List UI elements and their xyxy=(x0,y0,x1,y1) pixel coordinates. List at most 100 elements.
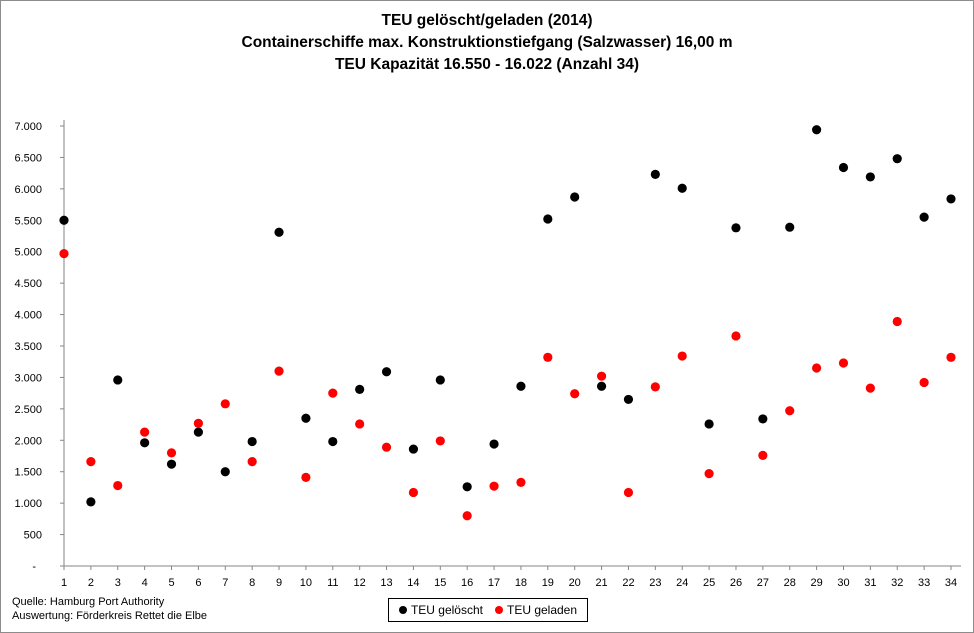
point-teu-geloescht xyxy=(919,212,929,222)
point-teu-geladen xyxy=(435,436,445,446)
point-teu-geloescht xyxy=(838,162,849,173)
point-teu-geladen xyxy=(140,427,150,437)
point-teu-geladen xyxy=(731,331,741,341)
legend-item-geloescht: TEU gelöscht xyxy=(398,603,483,617)
point-teu-geloescht xyxy=(408,444,419,454)
point-teu-geloescht xyxy=(86,497,96,507)
x-tick-label: 7 xyxy=(222,577,228,589)
point-teu-geladen xyxy=(113,480,123,491)
point-teu-geladen xyxy=(812,363,822,373)
point-teu-geladen xyxy=(166,448,177,458)
point-teu-geladen xyxy=(462,511,472,521)
point-teu-geladen xyxy=(301,472,311,482)
point-teu-geloescht xyxy=(758,414,768,424)
axes xyxy=(63,120,961,567)
point-teu-geladen xyxy=(677,351,687,361)
point-teu-geladen xyxy=(785,406,795,416)
x-tick-label: 15 xyxy=(434,577,446,589)
y-tick-label: - xyxy=(32,561,36,573)
x-tick-label: 13 xyxy=(380,577,392,589)
x-tick-label: 26 xyxy=(730,577,742,589)
y-tick-label: 6.500 xyxy=(14,152,42,164)
x-tick-label: 30 xyxy=(837,577,849,589)
y-tick-label: 5.500 xyxy=(14,215,42,227)
x-tick-label: 8 xyxy=(249,577,255,589)
chart-title-line-2: Containerschiffe max. Konstruktionstiefg… xyxy=(241,34,733,51)
point-teu-geladen xyxy=(247,457,257,467)
y-tick-label: 4.000 xyxy=(14,310,42,322)
point-teu-geladen xyxy=(704,469,714,479)
x-tick-label: 9 xyxy=(276,577,282,589)
legend: TEU gelöscht TEU geladen xyxy=(388,598,588,622)
x-tick-label: 6 xyxy=(195,577,201,589)
x-tick-label: 25 xyxy=(703,577,715,589)
source-line-1: Quelle: Hamburg Port Authority xyxy=(12,596,165,608)
point-teu-geladen xyxy=(838,358,849,368)
point-teu-geloescht xyxy=(892,154,902,164)
point-teu-geladen xyxy=(623,487,634,498)
point-teu-geladen xyxy=(570,389,580,399)
point-teu-geloescht xyxy=(355,384,365,394)
point-teu-geloescht xyxy=(274,227,284,237)
point-teu-geloescht xyxy=(462,482,472,492)
point-teu-geladen xyxy=(193,418,203,428)
point-teu-geloescht xyxy=(946,194,956,204)
legend-dot-red-icon xyxy=(494,606,503,614)
point-teu-geladen xyxy=(596,371,607,381)
x-tick-label: 3 xyxy=(115,577,121,589)
x-tick-label: 27 xyxy=(757,577,769,589)
point-teu-geladen xyxy=(328,388,338,398)
point-teu-geladen xyxy=(59,249,69,259)
x-tick-label: 5 xyxy=(168,577,174,589)
x-tick-label: 22 xyxy=(622,577,634,589)
point-teu-geloescht xyxy=(220,467,230,477)
y-axis-ticks: - 500 1.000 1.500 2.000 2.500 3.000 3.500 4.000 4… xyxy=(14,121,64,573)
x-tick-label: 4 xyxy=(142,577,148,589)
y-tick-label: 4.500 xyxy=(14,278,42,290)
chart-title-line-1: TEU gelöscht/geladen (2014) xyxy=(381,12,593,29)
point-teu-geloescht xyxy=(812,125,822,135)
x-tick-label: 24 xyxy=(676,577,688,589)
point-teu-geloescht xyxy=(489,439,499,449)
point-teu-geloescht xyxy=(677,183,687,193)
x-axis-ticks: 1 2 3 4 5 6 7 8 9 10 11 12 13 14 15 16 17 18 19 20 21 22 23 24 2… xyxy=(61,566,957,589)
x-tick-label: 16 xyxy=(461,577,473,589)
x-tick-label: 23 xyxy=(649,577,661,589)
x-tick-label: 1 xyxy=(61,577,67,589)
point-teu-geladen xyxy=(865,383,875,393)
point-teu-geladen xyxy=(489,481,499,491)
point-teu-geloescht xyxy=(113,375,123,385)
y-tick-label: 3.500 xyxy=(14,341,42,353)
point-teu-geloescht xyxy=(731,223,741,233)
point-teu-geloescht xyxy=(140,438,150,448)
x-tick-label: 17 xyxy=(488,577,500,589)
y-tick-label: 1.000 xyxy=(14,498,42,510)
point-teu-geloescht xyxy=(516,381,526,391)
x-tick-label: 2 xyxy=(88,577,94,589)
point-teu-geloescht xyxy=(59,215,69,225)
y-tick-label: 500 xyxy=(24,530,42,542)
point-teu-geloescht xyxy=(623,394,634,405)
point-teu-geloescht xyxy=(704,419,714,429)
point-teu-geladen xyxy=(919,377,929,388)
legend-label-geladen: TEU geladen xyxy=(506,603,578,617)
x-tick-label: 14 xyxy=(407,577,419,589)
legend-label-geloescht: TEU gelöscht xyxy=(410,603,483,617)
chart-title: TEU gelöscht/geladen (2014) Containersch… xyxy=(0,10,974,76)
x-tick-label: 29 xyxy=(810,577,822,589)
point-teu-geladen xyxy=(946,352,956,362)
point-teu-geloescht xyxy=(381,367,392,377)
x-tick-label: 18 xyxy=(515,577,527,589)
y-tick-label: 1.500 xyxy=(14,467,42,479)
point-teu-geladen xyxy=(650,382,660,392)
data-points xyxy=(59,125,956,521)
legend-dot-black-icon xyxy=(398,606,407,614)
y-tick-label: 3.000 xyxy=(14,372,42,384)
point-teu-geloescht xyxy=(193,427,203,437)
y-tick-label: 6.000 xyxy=(14,184,42,196)
x-tick-label: 20 xyxy=(569,577,581,589)
point-teu-geladen xyxy=(220,399,230,409)
point-teu-geloescht xyxy=(596,381,607,391)
